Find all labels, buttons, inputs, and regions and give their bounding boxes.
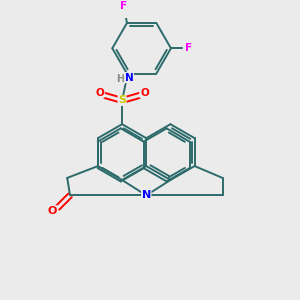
- Text: N: N: [125, 73, 134, 82]
- Text: O: O: [140, 88, 149, 98]
- Text: F: F: [185, 43, 192, 53]
- Text: O: O: [48, 206, 57, 216]
- Text: N: N: [142, 190, 151, 200]
- Text: H: H: [116, 74, 124, 84]
- Text: S: S: [118, 95, 126, 106]
- Text: F: F: [120, 1, 127, 10]
- Text: O: O: [95, 88, 104, 98]
